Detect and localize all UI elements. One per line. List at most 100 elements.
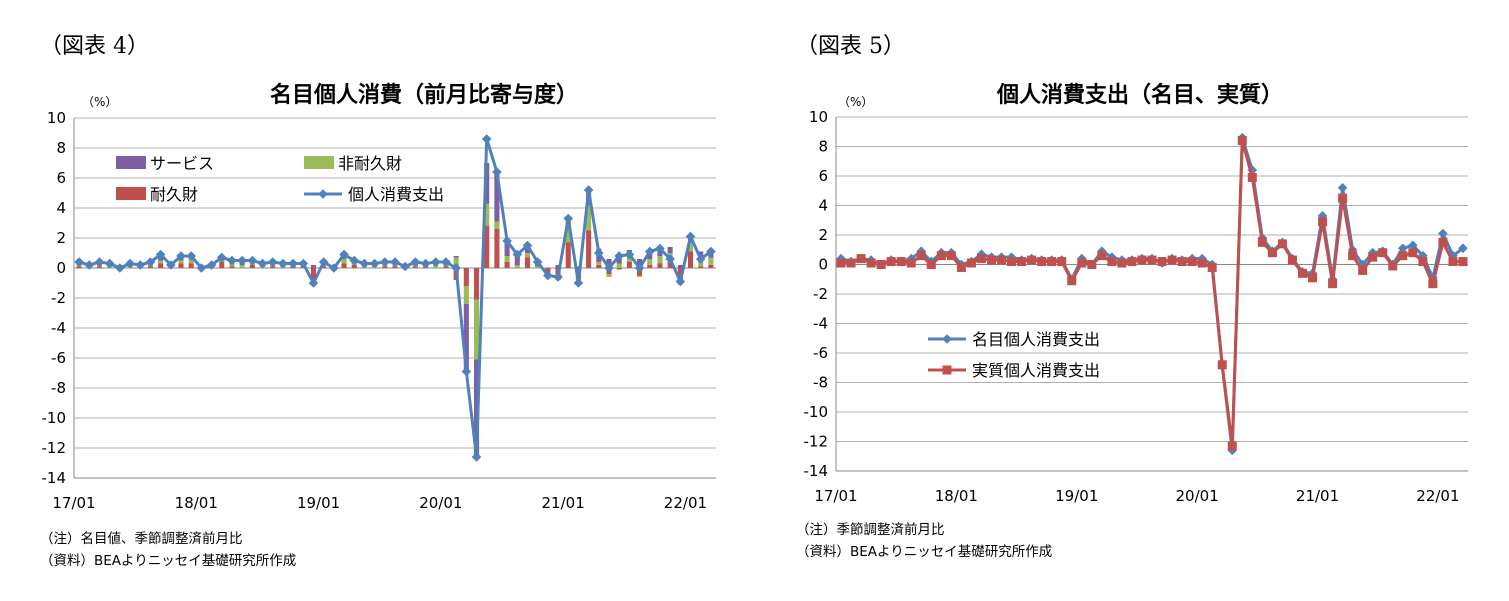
point-pce <box>614 251 624 261</box>
bar-耐久財 <box>698 266 704 268</box>
point-pce <box>308 278 319 288</box>
point-実質個人消費支出 <box>946 251 956 261</box>
bar-耐久財 <box>647 265 653 268</box>
y-tick-label: -6 <box>51 349 66 367</box>
point-実質個人消費支出 <box>1358 265 1368 275</box>
point-実質個人消費支出 <box>836 258 846 268</box>
bar-耐久財 <box>657 263 663 268</box>
y-tick-label: -12 <box>804 433 829 451</box>
point-pce <box>288 258 298 269</box>
point-pce <box>512 249 523 260</box>
point-pce <box>563 213 574 224</box>
legend-label: 非耐久財 <box>338 154 402 173</box>
x-tick-label: 17/01 <box>814 487 857 505</box>
point-実質個人消費支出 <box>1207 262 1217 272</box>
legend-label: 耐久財 <box>150 185 198 204</box>
point-実質個人消費支出 <box>1277 239 1287 249</box>
point-pce <box>390 257 400 267</box>
bar-耐久財 <box>596 265 602 268</box>
bar-非耐久財 <box>606 274 612 277</box>
point-pce <box>481 134 492 144</box>
bar-耐久財 <box>188 263 194 268</box>
point-pce <box>115 263 125 273</box>
point-実質個人消費支出 <box>1267 248 1277 258</box>
point-pce <box>441 257 451 267</box>
point-pce <box>573 278 584 288</box>
y-tick-label: 0 <box>818 256 828 274</box>
point-pce <box>84 260 95 270</box>
point-実質個人消費支出 <box>1187 257 1197 267</box>
bar-サービス <box>677 265 683 268</box>
bar-耐久財 <box>219 262 225 268</box>
bar-耐久財 <box>524 257 531 268</box>
bar-非耐久財 <box>535 266 541 268</box>
point-実質個人消費支出 <box>1057 257 1067 267</box>
point-実質個人消費支出 <box>1097 251 1107 261</box>
bar-耐久財 <box>341 263 347 268</box>
point-pce <box>166 260 176 270</box>
point-pce <box>176 251 186 261</box>
bar-耐久財 <box>463 268 469 286</box>
point-pce <box>451 263 461 273</box>
series-line-1 <box>841 139 1463 448</box>
figure-label-4: （図表 4） <box>40 34 149 59</box>
x-tick-label: 18/01 <box>175 494 218 512</box>
point-pce <box>594 248 604 258</box>
point-pce <box>257 258 268 269</box>
point-実質個人消費支出 <box>1448 257 1458 267</box>
point-実質個人消費支出 <box>1338 193 1348 203</box>
point-pce <box>329 263 339 273</box>
point-名目個人消費支出 <box>1438 228 1448 239</box>
bar-耐久財 <box>249 265 255 268</box>
point-pce <box>604 263 614 273</box>
bar-耐久財 <box>687 251 694 268</box>
point-実質個人消費支出 <box>926 260 936 269</box>
bar-耐久財 <box>76 266 82 268</box>
figure-label-5: （図表 5） <box>796 34 905 59</box>
point-実質個人消費支出 <box>1438 237 1448 247</box>
bar-サービス <box>453 256 459 258</box>
point-実質個人消費支出 <box>1137 255 1147 265</box>
point-pce <box>675 276 686 287</box>
point-実質個人消費支出 <box>846 258 856 268</box>
point-pce <box>420 258 431 269</box>
y-tick-label: -10 <box>804 403 829 421</box>
point-pce <box>685 231 696 242</box>
point-実質個人消費支出 <box>1297 268 1307 278</box>
left-source: （資料）BEAよりニッセイ基礎研究所作成 <box>40 553 297 569</box>
point-実質個人消費支出 <box>1428 279 1438 289</box>
point-実質個人消費支出 <box>1308 273 1318 283</box>
point-pce <box>74 257 84 267</box>
bar-非耐久財 <box>463 286 469 304</box>
point-pce <box>665 254 675 264</box>
bar-耐久財 <box>484 226 490 268</box>
bar-非耐久財 <box>647 259 653 265</box>
legend-label: 名目個人消費支出 <box>972 330 1100 349</box>
point-実質個人消費支出 <box>936 251 946 261</box>
y-tick-label: -10 <box>42 409 67 427</box>
bar-非耐久財 <box>616 263 622 268</box>
point-実質個人消費支出 <box>1237 136 1247 146</box>
y-tick-label: 8 <box>56 139 66 157</box>
legend-label: サービス <box>150 154 214 173</box>
point-実質個人消費支出 <box>1378 248 1388 258</box>
point-名目個人消費支出 <box>1397 243 1408 254</box>
bar-サービス <box>504 241 510 256</box>
point-名目個人消費支出 <box>1458 243 1468 254</box>
y-tick-label: 4 <box>56 199 66 217</box>
bar-非耐久財 <box>586 205 592 231</box>
x-tick-label: 19/01 <box>1055 487 1098 505</box>
bar-耐久財 <box>504 262 510 268</box>
x-tick-label: 21/01 <box>1296 487 1339 505</box>
point-実質個人消費支出 <box>1287 255 1297 265</box>
point-実質個人消費支出 <box>956 262 966 272</box>
bar-耐久財 <box>96 266 103 268</box>
legend-marker <box>942 334 952 344</box>
bar-耐久財 <box>270 266 276 268</box>
point-実質個人消費支出 <box>1007 257 1017 267</box>
point-pce <box>410 257 421 267</box>
point-実質個人消費支出 <box>876 260 886 269</box>
point-実質個人消費支出 <box>886 257 896 267</box>
bar-耐久財 <box>616 268 622 270</box>
point-実質個人消費支出 <box>916 251 926 261</box>
